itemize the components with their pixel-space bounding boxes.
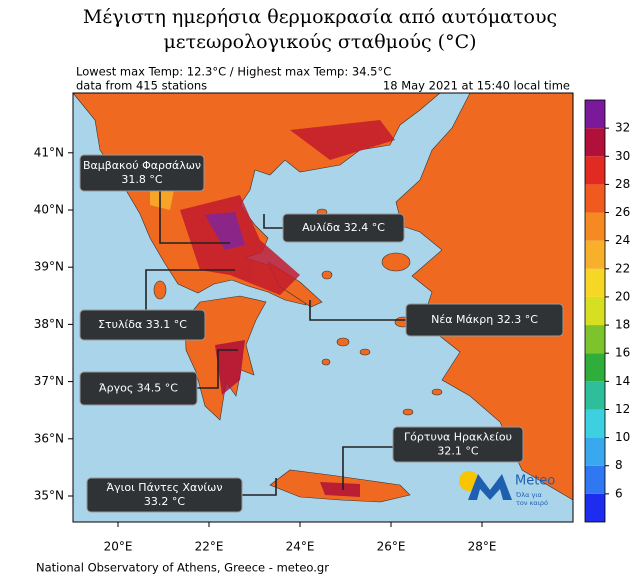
logo-name: Meteo [515,474,555,489]
info: Lowest max Temp: 12.3°C / Highest max Te… [76,65,391,79]
callout-box [79,154,205,192]
lat-label: 40°N [34,203,64,217]
colorbar-segment [585,296,605,326]
callout-leader [159,191,230,244]
callout-text: Στυλίδα 33.1 °C [98,318,187,331]
footer: National Observatory of Athens, Greece -… [36,561,329,575]
colorbar-label: 8 [615,458,623,472]
colorbar-segment [585,325,605,354]
callout-text: Άγιοι Πάντες Χανίων [107,481,223,494]
lat-label: 35°N [34,489,64,503]
colorbar-label: 26 [615,205,630,219]
callout-text: 33.2 °C [144,495,185,508]
colorbar-segment [585,184,605,213]
colorbar-segment [585,128,605,157]
callout-text: 32.1 °C [437,445,478,458]
callout-text: Νέα Μάκρη 32.3 °C [431,313,538,326]
title: μετεωρολογικούς σταθμούς (°C) [163,31,476,53]
callout-text: Αυλίδα 32.4 °C [302,221,385,234]
callout-leader [197,349,238,389]
colorbar-label: 16 [615,346,630,360]
callout-box [79,309,206,341]
callout-text: Άργος 34.5 °C [99,382,178,395]
callout-text: Βαμβακού Φαρσάλων [83,159,201,172]
colorbar-frame [584,99,606,523]
logo: Meteo Όλα για τον καιρό [459,471,555,507]
callout-box [86,477,243,513]
lon-label: 28°E [468,540,497,554]
logo-slogan: Όλα για [515,491,542,499]
lat-label: 38°N [34,317,64,331]
logo-slogan: τον καιρό [516,499,548,507]
colorbar-label: 14 [615,374,630,388]
lat-label: 39°N [34,260,64,274]
colorbar-label: 12 [615,402,630,416]
lon-label: 26°E [377,540,406,554]
callout-box [392,426,524,463]
callout-box [79,371,198,406]
colorbar-label: 30 [615,149,630,163]
lon-label: 20°E [104,540,133,554]
colorbar-segment [585,409,605,438]
colorbar-segment [585,493,605,522]
colorbar-label: 6 [615,486,623,500]
logo-mark [468,474,512,500]
info: 18 May 2021 at 15:40 local time [383,79,570,93]
colorbar-label: 20 [615,289,630,303]
callout-box [282,213,405,243]
callout-leader [263,214,283,229]
colorbar-label: 32 [615,121,630,135]
title: Μέγιστη ημερήσια θερμοκρασία από αυτόματ… [83,6,557,28]
colorbar-label: 22 [615,261,630,275]
colorbar-segment [585,156,605,185]
colorbar-segment [585,437,605,466]
colorbar-segment [585,100,605,129]
colorbar-label: 18 [615,318,630,332]
lat-label: 36°N [34,431,64,445]
callout-text: 31.8 °C [121,173,162,186]
colorbar-segment [585,268,605,297]
colorbar-label: 10 [615,430,630,444]
callout-box [405,303,564,337]
callout-leader [242,478,277,496]
lat-label: 37°N [34,374,64,388]
callout-leader [309,300,406,321]
callout-leader [342,446,393,490]
callout-leader [145,269,235,310]
colorbar-segment [585,465,605,494]
colorbar-segment [585,240,605,269]
colorbar-segment [585,212,605,241]
colorbar-segment [585,381,605,410]
callout-text: Γόρτυνα Ηρακλείου [404,431,512,444]
colorbar-label: 24 [615,233,630,247]
lon-label: 24°E [286,540,315,554]
lat-label: 41°N [34,145,64,159]
info: data from 415 stations [76,79,207,93]
colorbar-segment [585,353,605,382]
lon-label: 22°E [195,540,224,554]
colorbar-label: 28 [615,177,630,191]
map-frame [72,92,574,523]
